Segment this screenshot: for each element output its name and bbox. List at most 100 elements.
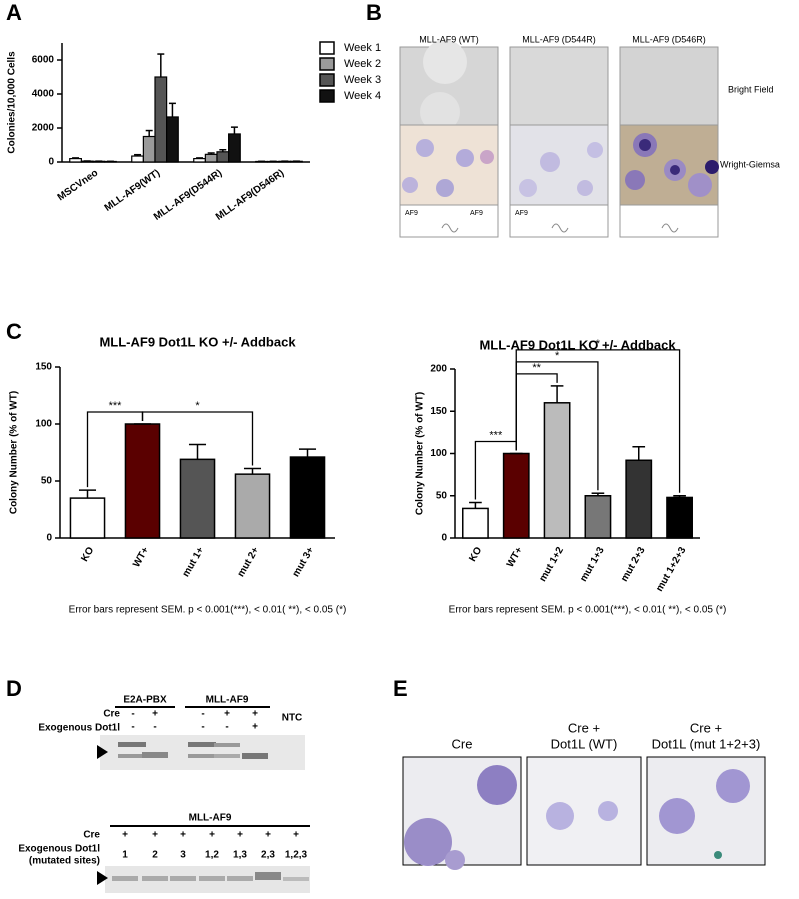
lane-marker: 1 <box>122 850 128 861</box>
lane-marker: + <box>209 830 215 841</box>
lane-marker: - <box>225 722 228 733</box>
panel-d <box>97 706 310 893</box>
lane-marker: - <box>131 722 134 733</box>
lane-marker: - <box>201 709 204 720</box>
lane-marker: + <box>252 722 258 733</box>
legend-label: Week 4 <box>344 90 381 102</box>
bar <box>131 155 144 163</box>
panel-b-images <box>399 40 719 238</box>
y-tick-label: 0 <box>46 533 52 544</box>
x-tick-label: mut 1+2+3 <box>654 545 688 594</box>
group-label: E2A-PBX <box>123 695 167 706</box>
significance-label: *** <box>489 429 503 441</box>
chart-title: MLL-AF9 Dot1L KO +/- Addback <box>479 337 676 352</box>
bar <box>179 458 216 539</box>
lane-marker: 1,2 <box>205 850 219 861</box>
panel-e-images <box>402 756 766 870</box>
bar <box>154 76 168 163</box>
lane-marker: + <box>252 709 258 720</box>
column-label: MLL-AF9 (D546R) <box>632 34 706 44</box>
x-tick-label: mut 3+ <box>291 545 317 579</box>
y-axis-label: Colony Number (% of WT) <box>9 391 20 514</box>
lane-marker: - <box>131 709 134 720</box>
bar <box>124 423 161 539</box>
x-tick-label: MLL-AF9(WT) <box>103 168 163 214</box>
column-label: MLL-AF9 (WT) <box>419 34 479 44</box>
lane-marker: + <box>122 830 128 841</box>
image-label: Cre <box>452 736 473 751</box>
x-tick-label: mut 1+ <box>181 545 207 579</box>
x-tick-label: WT+ <box>505 545 525 569</box>
x-tick-label: mut 1+3 <box>578 545 607 584</box>
significance-label: ** <box>532 362 541 374</box>
lane-marker: + <box>180 830 186 841</box>
y-axis-label: Colonies/10,000 Cells <box>7 51 18 154</box>
image-label: Cre + <box>690 720 722 735</box>
bar <box>69 497 106 539</box>
row-label: Exogenous Dot1l <box>18 844 100 855</box>
row-label: Cre <box>83 830 100 841</box>
row-label: Cre <box>103 709 120 720</box>
y-tick-label: 100 <box>35 419 52 430</box>
bar <box>462 507 489 539</box>
group-label: MLL-AF9 <box>189 813 232 824</box>
chart-note: Error bars represent SEM. p < 0.001(***)… <box>449 605 727 616</box>
bar <box>234 473 271 539</box>
panel-label: B <box>366 0 382 25</box>
bar <box>166 116 179 163</box>
y-tick-label: 100 <box>430 448 447 459</box>
x-tick-label: mut 2+ <box>236 545 262 579</box>
x-tick-label: KO <box>467 545 484 564</box>
lane-marker: 2,3 <box>261 850 275 861</box>
y-tick-label: 2000 <box>32 123 55 134</box>
lane-marker: + <box>224 709 230 720</box>
legend-label: Week 2 <box>344 58 381 70</box>
significance-bracket <box>515 349 681 493</box>
panel-label: D <box>6 676 22 701</box>
bar <box>69 158 82 163</box>
lane-marker: + <box>293 830 299 841</box>
bar <box>502 452 530 539</box>
bar <box>289 456 326 539</box>
ntc-label: NTC <box>282 713 303 724</box>
panel-label: E <box>393 676 408 701</box>
bar <box>625 459 653 539</box>
lane-marker: + <box>152 709 158 720</box>
y-tick-label: 150 <box>430 406 447 417</box>
x-tick-label: mut 2+3 <box>619 545 648 584</box>
trace-label: AF9 <box>405 210 418 217</box>
significance-bracket <box>141 411 254 466</box>
bar <box>228 133 241 163</box>
significance-label: * <box>596 338 601 350</box>
lane-marker: 1,2,3 <box>285 850 308 861</box>
image-label: Dot1L (mut 1+2+3) <box>652 736 761 751</box>
bar <box>204 153 218 163</box>
x-tick-label: KO <box>79 545 96 564</box>
bar <box>543 402 571 539</box>
lane-marker: - <box>201 722 204 733</box>
chart-note: Error bars represent SEM. p < 0.001(***)… <box>69 605 347 616</box>
legend-swatch <box>319 41 335 55</box>
y-tick-label: 0 <box>48 157 54 168</box>
legend-label: Week 1 <box>344 42 381 54</box>
y-tick-label: 150 <box>35 362 52 373</box>
lane-marker: 2 <box>152 850 158 861</box>
row-label: (mutated sites) <box>29 856 100 867</box>
lane-marker: 1,3 <box>233 850 247 861</box>
row-label: Wright-Giemsa <box>720 159 780 169</box>
significance-label: * <box>555 350 560 362</box>
significance-label: *** <box>109 400 123 412</box>
x-tick-label: WT+ <box>131 545 151 569</box>
y-tick-label: 50 <box>41 476 53 487</box>
panel-label: C <box>6 319 22 344</box>
y-tick-label: 50 <box>436 490 448 501</box>
lane-marker: + <box>152 830 158 841</box>
y-tick-label: 200 <box>430 364 447 375</box>
lane-marker: 3 <box>180 850 186 861</box>
legend-swatch <box>319 89 335 103</box>
image-label: Cre + <box>568 720 600 735</box>
bar <box>216 151 230 163</box>
x-tick-label: mut 1+2 <box>537 545 566 584</box>
